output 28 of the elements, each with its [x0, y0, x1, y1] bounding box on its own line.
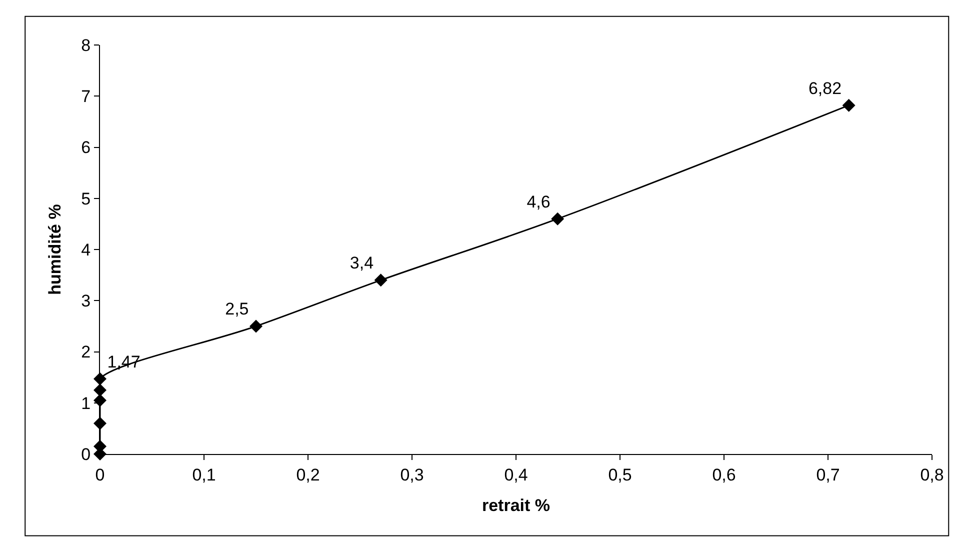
y-tick-label: 1	[81, 394, 91, 413]
data-label: 2,5	[225, 300, 249, 319]
x-tick-label: 0,2	[296, 465, 320, 484]
x-tick-label: 0	[95, 465, 105, 484]
x-tick-label: 0,4	[504, 465, 528, 484]
point	[551, 212, 564, 226]
y-tick-label: 7	[81, 87, 91, 106]
x-tick-label: 0,7	[816, 465, 840, 484]
y-tick-label: 5	[81, 189, 91, 208]
y-tick-label: 6	[81, 138, 91, 158]
data-label: 6,82	[808, 78, 842, 98]
x-tick-label: 0,8	[920, 465, 944, 484]
y-tick-label: 8	[81, 36, 91, 55]
y-tick-label: 0	[81, 444, 91, 464]
x-tick-label: 0,5	[608, 465, 632, 484]
x-tick-label: 0,3	[400, 465, 424, 484]
point	[250, 320, 262, 333]
y-tick-label: 2	[81, 342, 91, 362]
point	[842, 98, 856, 112]
y-tick-label: 4	[81, 240, 91, 260]
data-label: 4,6	[526, 192, 550, 212]
y-tick-label: 3	[81, 292, 91, 311]
x-axis-title: retrait %	[482, 496, 550, 515]
point	[374, 274, 388, 287]
x-tick-label: 0,6	[712, 465, 736, 484]
y-axis-title: humidité %	[46, 204, 65, 295]
data-label: 3,4	[350, 254, 374, 273]
x-tick-label: 0,1	[192, 465, 216, 484]
